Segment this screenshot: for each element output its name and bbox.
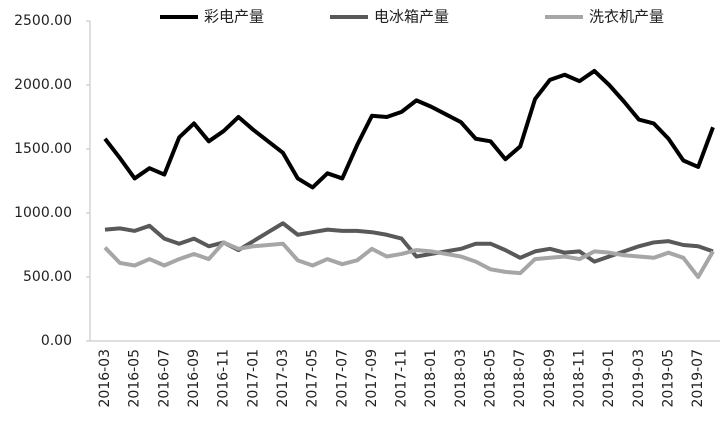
y-tick-label: 1500.00 — [14, 141, 72, 157]
y-tick-label: 2000.00 — [14, 77, 72, 93]
legend-label: 洗衣机产量 — [589, 8, 664, 26]
x-tick-label: 2017-07 — [334, 349, 350, 408]
x-tick-label: 2018-01 — [423, 349, 439, 408]
x-tick-label: 2016-03 — [97, 349, 113, 408]
x-tick-label: 2016-07 — [156, 349, 172, 408]
x-tick-label: 2018-11 — [572, 349, 588, 408]
x-tick-label: 2017-05 — [305, 349, 321, 408]
x-tick-label: 2016-05 — [127, 349, 143, 408]
y-tick-label: 2500.00 — [14, 13, 72, 29]
x-tick-label: 2019-05 — [661, 349, 677, 408]
x-tick-label: 2019-03 — [631, 349, 647, 408]
legend-label: 电冰箱产量 — [374, 8, 449, 26]
x-tick-label: 2019-01 — [601, 349, 617, 408]
y-tick-label: 0.00 — [41, 333, 72, 349]
x-tick-label: 2018-05 — [483, 349, 499, 408]
x-tick-label: 2018-09 — [542, 349, 558, 408]
x-tick-label: 2017-01 — [245, 349, 261, 408]
x-tick-label: 2016-09 — [186, 349, 202, 408]
x-tick-label: 2018-07 — [512, 349, 528, 408]
series-line — [103, 68, 715, 190]
x-tick-label: 2018-03 — [453, 349, 469, 408]
y-tick-label: 1000.00 — [14, 205, 72, 221]
series-line — [104, 221, 714, 264]
x-tick-label: 2019-07 — [690, 349, 706, 408]
x-tick-label: 2017-09 — [364, 349, 380, 408]
y-tick-label: 500.00 — [23, 269, 72, 285]
x-tick-label: 2017-03 — [275, 349, 291, 408]
legend-label: 彩电产量 — [204, 8, 264, 26]
x-tick-label: 2016-11 — [216, 349, 232, 408]
x-tick-label: 2017-11 — [394, 349, 410, 408]
series-line — [103, 240, 715, 279]
